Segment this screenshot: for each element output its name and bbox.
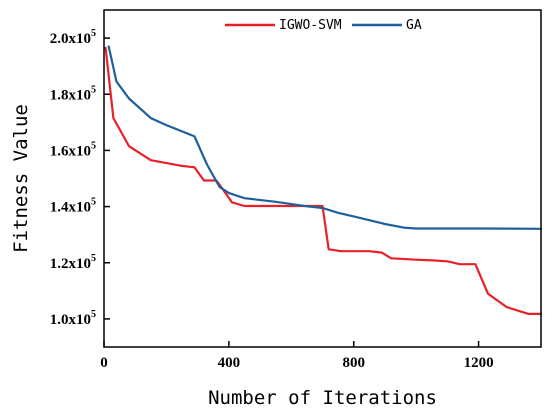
series-layer (104, 45, 543, 315)
y-axis-title: Fitness Value (10, 104, 32, 253)
y-axis-ticks: 1.0x105 1.2x105 1.4x105 1.6x105 1.8x105 2.0x1… (50, 28, 110, 328)
x-tick-label: 1200 (464, 355, 494, 371)
x-axis-title: Number of Iterations (208, 387, 437, 409)
plot-frame (103, 9, 542, 348)
series-line-igwo-svm (104, 46, 543, 315)
x-axis-ticks: 0 400 800 1200 (100, 341, 494, 371)
y-tick-label: 2.0x105 (50, 28, 96, 47)
legend: IGWO-SVM GA (225, 18, 422, 33)
y-tick-label: 1.0x105 (50, 309, 96, 328)
y-tick-label: 1.2x105 (50, 253, 96, 272)
x-tick-label: 800 (342, 355, 365, 371)
y-tick-label: 1.6x105 (50, 140, 96, 159)
series-line-ga (107, 45, 543, 230)
y-tick-label: 1.8x105 (50, 84, 96, 103)
legend-label-igwo-svm: IGWO-SVM (279, 18, 342, 33)
x-tick-label: 400 (218, 355, 241, 371)
x-tick-label: 0 (100, 355, 108, 371)
y-tick-label: 1.4x105 (50, 197, 96, 216)
legend-label-ga: GA (406, 18, 422, 33)
